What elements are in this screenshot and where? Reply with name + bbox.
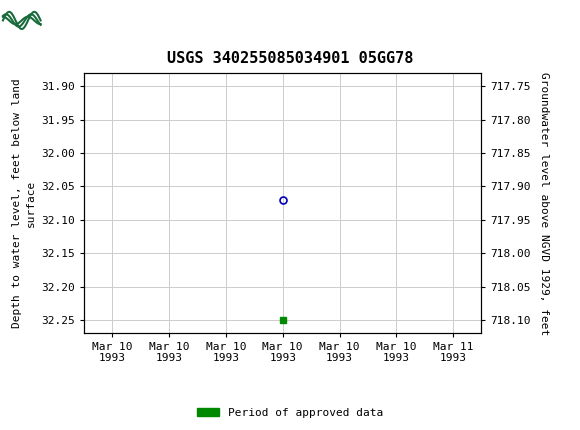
Y-axis label: Depth to water level, feet below land
surface: Depth to water level, feet below land su… xyxy=(12,78,36,328)
Text: USGS 340255085034901 05GG78: USGS 340255085034901 05GG78 xyxy=(167,51,413,65)
Legend: Period of approved data: Period of approved data xyxy=(193,403,387,422)
Bar xyxy=(3,2,41,39)
Y-axis label: Groundwater level above NGVD 1929, feet: Groundwater level above NGVD 1929, feet xyxy=(539,71,549,335)
Text: USGS: USGS xyxy=(49,9,113,30)
